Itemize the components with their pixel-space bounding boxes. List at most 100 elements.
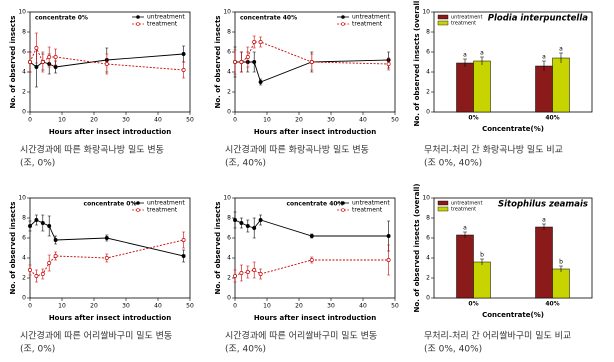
y-tick-label: 2 bbox=[22, 89, 26, 96]
data-point bbox=[28, 268, 32, 272]
data-point bbox=[252, 40, 257, 44]
legend-marker bbox=[341, 201, 345, 205]
caption: 시간경과에 따른 어리쌀바구미 밀도 변동 bbox=[20, 330, 172, 342]
significance-letter: b bbox=[480, 252, 484, 259]
data-point bbox=[239, 221, 244, 225]
x-tick-label: 0 bbox=[28, 303, 32, 310]
legend-label: untreatment bbox=[147, 14, 185, 21]
legend-label: treatment bbox=[451, 21, 476, 27]
error-bar bbox=[480, 258, 484, 265]
y-tick-label: 10 bbox=[18, 195, 26, 202]
bar bbox=[473, 261, 491, 299]
data-point bbox=[34, 218, 39, 222]
chart-title: Plodia interpunctella bbox=[488, 14, 589, 24]
x-tick-label: 0% bbox=[468, 115, 478, 122]
legend-label: untreatment bbox=[451, 15, 482, 21]
legend-swatch bbox=[437, 206, 449, 212]
y-tick-label: 6 bbox=[426, 49, 430, 56]
y-tick-label: 2 bbox=[426, 89, 430, 96]
data-point bbox=[53, 238, 58, 242]
data-point bbox=[233, 218, 237, 222]
bar bbox=[552, 57, 570, 113]
y-tick-label: 2 bbox=[426, 275, 430, 282]
x-tick-label: 40 bbox=[154, 117, 162, 124]
y-tick-label: 4 bbox=[22, 255, 26, 262]
x-axis-label: Concentrate(%) bbox=[482, 311, 544, 319]
data-point bbox=[104, 256, 109, 260]
y-tick-label: 8 bbox=[22, 29, 26, 36]
data-point bbox=[386, 62, 391, 66]
y-tick-label: 8 bbox=[227, 215, 231, 222]
caption: (조, 40%) bbox=[225, 345, 266, 355]
data-point bbox=[233, 60, 237, 64]
x-tick-label: 40 bbox=[154, 303, 162, 310]
y-axis-label: No. of observed insects bbox=[214, 202, 222, 295]
data-point bbox=[104, 62, 109, 66]
caption: 무처리-처리 간 어리쌀바구미 밀도 비교 bbox=[424, 330, 571, 342]
data-point bbox=[309, 60, 314, 64]
data-point bbox=[245, 55, 250, 59]
x-axis-label: Hours after insect introduction bbox=[49, 128, 171, 136]
y-tick-label: 10 bbox=[422, 195, 430, 202]
bar bbox=[473, 60, 491, 113]
data-point bbox=[53, 55, 58, 59]
x-tick-label: 30 bbox=[327, 303, 335, 310]
y-tick-label: 0 bbox=[227, 109, 231, 116]
x-tick-label: 20 bbox=[90, 117, 98, 124]
chart-title: concentrate 40% bbox=[240, 15, 297, 22]
x-tick-label: 0% bbox=[468, 301, 478, 308]
y-tick-label: 4 bbox=[227, 255, 231, 262]
data-point bbox=[34, 46, 39, 50]
y-tick-label: 6 bbox=[426, 235, 430, 242]
data-point bbox=[34, 274, 39, 278]
data-point bbox=[252, 268, 257, 272]
data-point bbox=[258, 272, 263, 276]
y-tick-label: 6 bbox=[22, 235, 26, 242]
error-bar bbox=[480, 56, 484, 65]
plot-frame bbox=[433, 11, 593, 113]
data-point bbox=[233, 274, 237, 278]
legend-marker bbox=[341, 15, 345, 19]
x-tick-label: 20 bbox=[295, 117, 303, 124]
chart-title: concentrate 0% bbox=[35, 15, 88, 22]
y-tick-label: 4 bbox=[22, 69, 26, 76]
plot-frame bbox=[234, 197, 396, 299]
data-point bbox=[28, 224, 32, 228]
y-tick-label: 4 bbox=[426, 255, 430, 262]
significance-letter: b bbox=[559, 259, 563, 266]
x-tick-label: 0 bbox=[233, 303, 237, 310]
x-tick-label: 50 bbox=[391, 117, 399, 124]
data-point bbox=[53, 254, 58, 258]
caption: 시간경과에 따른 화랑곡나방 밀도 변동 bbox=[20, 144, 164, 156]
y-axis-label: No. of observed insects (overall) bbox=[413, 0, 421, 126]
x-tick-label: 10 bbox=[58, 117, 66, 124]
x-tick-label: 50 bbox=[391, 303, 399, 310]
data-point bbox=[104, 236, 109, 240]
data-point bbox=[245, 270, 250, 274]
chart-title: Sitophilus zeamais bbox=[498, 200, 588, 210]
x-axis-label: Hours after insect introduction bbox=[49, 314, 171, 322]
x-tick-label: 30 bbox=[327, 117, 335, 124]
legend-label: untreatment bbox=[147, 200, 185, 207]
caption: (조, 0%) bbox=[20, 345, 55, 355]
data-point bbox=[258, 40, 263, 44]
bar bbox=[552, 268, 570, 299]
y-tick-label: 10 bbox=[18, 9, 26, 16]
caption: (조 0%, 40%) bbox=[424, 345, 482, 355]
y-axis-label: No. of observed insects bbox=[214, 16, 222, 109]
legend-label: treatment bbox=[147, 21, 178, 28]
y-tick-label: 8 bbox=[426, 29, 430, 36]
data-point bbox=[252, 60, 257, 64]
y-tick-label: 8 bbox=[22, 215, 26, 222]
legend-marker bbox=[136, 201, 140, 205]
chart-title: concentrate 40% bbox=[286, 201, 343, 208]
y-tick-label: 2 bbox=[227, 89, 231, 96]
y-tick-label: 10 bbox=[422, 9, 430, 16]
y-axis-label: No. of observed insects (overall) bbox=[413, 184, 421, 313]
data-point bbox=[53, 65, 58, 69]
y-tick-label: 4 bbox=[227, 69, 231, 76]
legend-label: treatment bbox=[352, 207, 383, 214]
significance-letter: a bbox=[542, 217, 546, 224]
y-tick-label: 0 bbox=[22, 295, 26, 302]
